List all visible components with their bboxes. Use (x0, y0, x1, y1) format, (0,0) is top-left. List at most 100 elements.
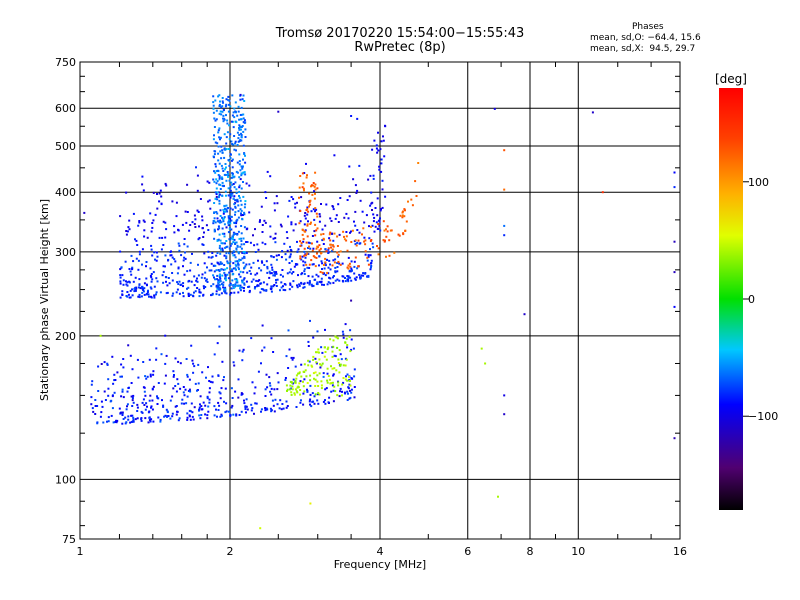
data-point (322, 375, 325, 378)
data-point (292, 271, 295, 273)
data-point (223, 376, 225, 379)
data-point (239, 125, 242, 128)
data-point (203, 262, 206, 265)
data-point (136, 244, 139, 246)
data-point (232, 236, 234, 239)
data-point (145, 277, 148, 280)
data-point (222, 268, 225, 271)
data-point (301, 272, 304, 275)
data-point (157, 382, 160, 384)
data-point (264, 409, 267, 412)
data-point (322, 400, 325, 403)
data-point (313, 197, 316, 200)
data-point (227, 187, 230, 190)
data-point (311, 249, 314, 252)
data-point (220, 176, 223, 179)
data-point (286, 272, 289, 275)
data-point (231, 192, 234, 195)
data-point (223, 264, 226, 266)
data-point (188, 415, 191, 418)
data-point (229, 270, 232, 273)
data-point (127, 226, 130, 229)
data-point (306, 223, 309, 226)
data-point (321, 362, 324, 365)
data-point (288, 348, 291, 351)
data-point (227, 219, 230, 222)
data-point (232, 262, 235, 265)
data-point (224, 275, 227, 278)
data-point (378, 224, 381, 227)
data-point (151, 408, 154, 411)
data-point (240, 212, 242, 215)
data-point (236, 114, 239, 117)
data-point (269, 272, 272, 275)
data-point (372, 177, 375, 180)
data-point (381, 206, 384, 209)
data-point (182, 282, 185, 285)
data-point (148, 399, 151, 402)
data-point (308, 192, 311, 195)
data-point (503, 188, 506, 191)
data-point (242, 117, 245, 120)
data-point (327, 375, 330, 377)
data-point (180, 254, 183, 257)
data-point (144, 375, 147, 378)
data-point (288, 271, 291, 274)
data-point (225, 179, 228, 182)
data-point (332, 208, 335, 211)
data-point (222, 114, 225, 117)
data-point (102, 421, 105, 424)
data-point (200, 414, 203, 416)
data-point (119, 276, 122, 279)
data-point (257, 259, 259, 262)
data-point (220, 113, 223, 116)
data-point (121, 411, 124, 414)
data-point (140, 418, 143, 421)
data-point (225, 410, 228, 413)
data-point (90, 383, 93, 386)
data-point (144, 408, 147, 411)
data-point (172, 292, 175, 295)
data-point (175, 405, 178, 407)
data-point (126, 295, 129, 298)
data-point (132, 420, 135, 423)
data-point (190, 344, 193, 347)
data-point (260, 260, 263, 263)
data-point (226, 267, 229, 270)
data-point (166, 415, 168, 418)
data-point (277, 254, 280, 257)
data-point (162, 220, 165, 223)
data-point (273, 410, 276, 413)
data-point (137, 376, 140, 379)
data-point (140, 419, 143, 422)
data-point (364, 239, 367, 242)
data-point (239, 287, 241, 290)
data-point (159, 420, 162, 423)
data-point (158, 200, 161, 203)
data-point (236, 144, 239, 146)
data-point (263, 346, 266, 349)
data-point (326, 367, 329, 370)
data-point (302, 286, 305, 289)
data-point (222, 208, 225, 211)
data-point (224, 105, 227, 108)
data-point (324, 402, 327, 405)
data-point (96, 405, 99, 407)
data-point (268, 376, 271, 379)
data-point (288, 199, 291, 202)
data-point (215, 178, 218, 181)
data-point (150, 287, 153, 290)
data-point (206, 395, 209, 398)
data-point (213, 270, 216, 273)
data-point (216, 212, 219, 215)
data-point (233, 107, 236, 110)
data-point (243, 289, 245, 292)
data-point (208, 391, 211, 394)
data-point (199, 291, 202, 294)
data-point (307, 220, 309, 223)
data-point (212, 264, 215, 267)
data-point (107, 378, 110, 381)
data-point (130, 382, 133, 384)
data-point (242, 278, 245, 281)
data-point (150, 406, 152, 409)
